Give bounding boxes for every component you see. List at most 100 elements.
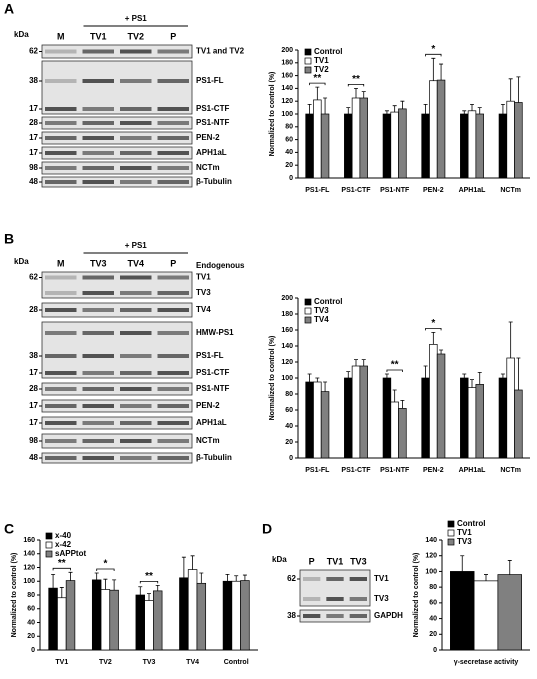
bar [497, 574, 522, 651]
x-tick-label: TV4 [186, 659, 199, 666]
bar [153, 590, 163, 651]
bar [344, 113, 353, 179]
band [45, 180, 77, 184]
legend-swatch [45, 532, 53, 540]
band [157, 180, 189, 184]
band [157, 166, 189, 170]
band [303, 614, 321, 618]
error-bar [431, 57, 436, 81]
legend-swatch [304, 66, 312, 74]
error-bar [354, 359, 358, 366]
bar [305, 113, 314, 179]
significance-label: * [431, 44, 435, 55]
bar [187, 569, 198, 651]
band [157, 291, 189, 295]
band [45, 421, 77, 425]
band [157, 79, 189, 83]
error-bar [392, 105, 397, 113]
bar [222, 580, 233, 651]
significance-label: ** [313, 73, 321, 84]
marker: 62 [287, 574, 296, 583]
legend-swatch [45, 550, 53, 558]
error-bar [361, 91, 366, 98]
band [82, 439, 114, 443]
y-tick-label: 20 [285, 162, 293, 169]
error-bar [59, 587, 64, 598]
band [326, 614, 344, 618]
row-label: TV1 and TV2 [196, 47, 245, 56]
lane-label: TV1 [90, 31, 107, 41]
bar [240, 580, 250, 651]
legend-label: TV4 [314, 315, 329, 324]
bar [179, 577, 189, 651]
bar [450, 571, 475, 651]
row-label: PS1-CTF [196, 368, 229, 377]
legend-label: TV3 [314, 306, 329, 315]
error-bar [423, 365, 428, 378]
row-label: PS1-FL [196, 351, 224, 360]
x-tick-label: PS1-CTF [341, 467, 371, 474]
error-bar [225, 573, 230, 582]
y-tick-label: 180 [281, 60, 293, 67]
lane-label: P [309, 556, 315, 566]
panel-label: B [4, 231, 14, 247]
legend-label: TV1 [457, 528, 472, 537]
error-bar [477, 372, 482, 385]
significance-bracket [425, 53, 442, 57]
lane-label: M [57, 31, 65, 41]
band [120, 151, 152, 155]
bar [421, 377, 430, 459]
bar [398, 108, 407, 179]
y-tick-label: 0 [31, 647, 35, 654]
band [45, 79, 77, 83]
row-label: β-Tubulin [196, 453, 232, 462]
bar [100, 589, 111, 651]
band [157, 387, 189, 391]
x-tick-label: TV1 [55, 659, 68, 666]
band [157, 151, 189, 155]
band [157, 354, 189, 358]
band [120, 371, 152, 375]
lane-label: TV2 [127, 31, 144, 41]
marker: 98 [29, 163, 38, 172]
band [82, 387, 114, 391]
error-bar [439, 63, 444, 81]
error-bar [68, 571, 73, 581]
bar [57, 597, 67, 651]
marker: 38 [287, 611, 296, 620]
band [82, 79, 114, 83]
band [82, 331, 114, 335]
band [157, 121, 189, 125]
marker: 38 [29, 76, 38, 85]
bar [460, 377, 469, 459]
lane-label: P [170, 258, 176, 268]
error-bar [112, 579, 117, 591]
error-bar [500, 104, 505, 114]
y-tick-label: 160 [23, 537, 35, 544]
band [157, 275, 189, 280]
row-label: TV4 [196, 305, 211, 314]
y-tick-label: 80 [285, 391, 293, 398]
band [45, 107, 77, 111]
legend-label: Control [457, 519, 485, 528]
bar [467, 110, 477, 179]
band [45, 371, 77, 375]
marker: 62 [29, 47, 38, 56]
y-tick-label: 100 [281, 111, 293, 118]
band [82, 151, 114, 155]
legend-label: Control [314, 47, 342, 56]
panel-label: A [4, 1, 14, 17]
bar [436, 353, 446, 459]
kda-label: kDa [14, 257, 29, 266]
bar [429, 80, 438, 179]
error-bar [51, 573, 56, 589]
y-tick-label: 60 [429, 600, 437, 607]
bar [382, 377, 392, 459]
x-tick-label: NCTm [500, 467, 521, 474]
band [349, 614, 367, 618]
significance-label: ** [145, 571, 153, 582]
marker: 98 [29, 436, 38, 445]
y-tick-label: 140 [425, 537, 437, 544]
legend-swatch [45, 541, 53, 549]
